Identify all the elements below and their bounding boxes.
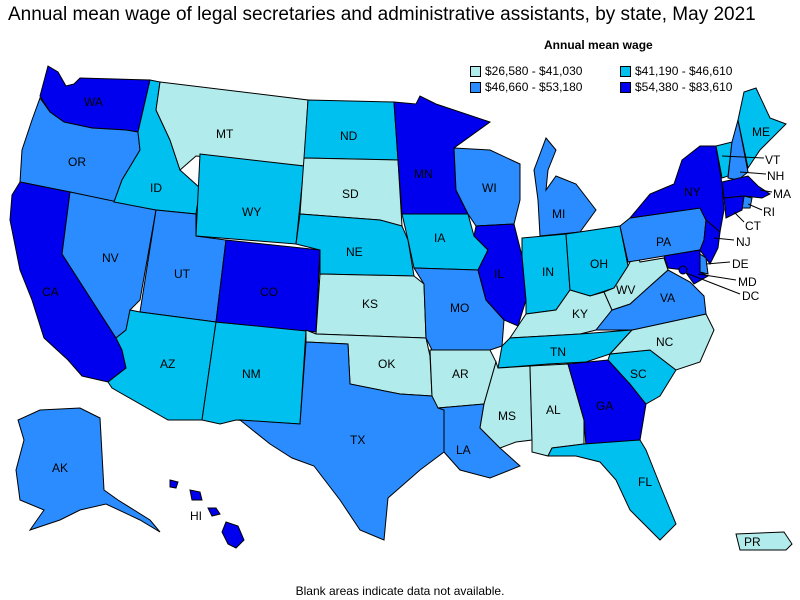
label-NE: NE (346, 245, 363, 259)
state-TX[interactable] (238, 341, 445, 541)
leader-MD (697, 273, 737, 281)
label-AR: AR (452, 367, 469, 381)
label-KY: KY (572, 307, 588, 321)
label-PR: PR (744, 535, 761, 549)
label-SC: SC (630, 367, 647, 381)
legend-swatch (470, 65, 481, 77)
label-CO: CO (260, 285, 278, 299)
state-MT[interactable] (155, 81, 309, 171)
label-UT: UT (174, 267, 191, 281)
state-FL[interactable] (547, 439, 677, 541)
label-DC: DC (742, 289, 760, 303)
state-HI-island-2 (207, 507, 221, 517)
leader-CT (733, 211, 745, 223)
legend-label: $54,380 - $83,610 (635, 80, 733, 94)
legend-item-bin-4: $54,380 - $83,610 (620, 80, 780, 94)
label-WY: WY (242, 205, 261, 219)
state-NC[interactable] (608, 313, 715, 371)
label-ID: ID (150, 181, 162, 195)
leader-NJ (713, 237, 735, 241)
label-ME: ME (752, 125, 770, 139)
legend-label: $41,190 - $46,610 (635, 64, 733, 78)
leader-RI (747, 203, 763, 211)
label-NV: NV (102, 251, 119, 265)
legend-label: $46,660 - $53,180 (485, 80, 583, 94)
label-PA: PA (656, 235, 671, 249)
state-MA[interactable] (721, 175, 771, 199)
label-NC: NC (656, 335, 674, 349)
label-WV: WV (616, 283, 635, 297)
label-NY: NY (684, 185, 701, 199)
state-WV[interactable] (603, 248, 669, 311)
label-KS: KS (362, 297, 378, 311)
label-DE: DE (732, 257, 749, 271)
legend-label: $26,580 - $41,030 (485, 64, 583, 78)
legend-item-bin-1: $26,580 - $41,030 (470, 64, 620, 78)
leader-VT (721, 155, 765, 159)
legend-swatch (620, 65, 631, 77)
state-PR[interactable] (735, 531, 793, 551)
label-CA: CA (42, 285, 59, 299)
state-HI-island-4 (169, 479, 179, 489)
legend-swatch (470, 81, 481, 93)
label-MO: MO (450, 301, 469, 315)
label-MD: MD (738, 275, 757, 289)
label-IL: IL (494, 267, 504, 281)
legend-item-bin-2: $41,190 - $46,610 (620, 64, 780, 78)
label-MA: MA (773, 187, 791, 201)
state-ME[interactable] (737, 87, 787, 170)
label-IA: IA (434, 231, 445, 245)
legend-swatch (620, 81, 631, 93)
label-AK: AK (52, 461, 68, 475)
label-NJ: NJ (736, 235, 751, 249)
leader-NH (739, 171, 767, 175)
state-DC[interactable] (678, 265, 688, 275)
label-NH: NH (767, 169, 784, 183)
label-AZ: AZ (160, 357, 175, 371)
state-CT[interactable] (723, 195, 745, 219)
label-TN: TN (550, 345, 566, 359)
state-HI[interactable] (221, 521, 245, 549)
label-OH: OH (590, 257, 608, 271)
label-TX: TX (350, 433, 365, 447)
state-NY[interactable] (628, 145, 725, 233)
label-OK: OK (378, 357, 395, 371)
label-VT: VT (765, 153, 781, 167)
footnote: Blank areas indicate data not available. (295, 584, 505, 598)
label-MS: MS (498, 409, 516, 423)
label-MT: MT (216, 127, 234, 141)
legend: Annual mean wage $26,580 - $41,030 $41,1… (470, 38, 790, 94)
label-VA: VA (660, 291, 675, 305)
label-LA: LA (456, 443, 471, 457)
label-MI: MI (552, 207, 565, 221)
state-MI[interactable] (533, 137, 597, 237)
legend-title: Annual mean wage (544, 38, 653, 52)
label-AL: AL (546, 403, 561, 417)
state-HI-island-3 (189, 489, 203, 501)
label-WA: WA (84, 95, 103, 109)
state-IL[interactable] (473, 223, 527, 327)
label-RI: RI (763, 205, 775, 219)
label-HI: HI (190, 509, 202, 523)
state-NH[interactable] (727, 119, 749, 181)
leader-DE (705, 261, 731, 265)
label-WI: WI (482, 181, 497, 195)
label-OR: OR (68, 155, 86, 169)
label-SD: SD (342, 187, 359, 201)
state-AK[interactable] (15, 407, 161, 533)
label-GA: GA (596, 399, 613, 413)
map-title: Annual mean wage of legal secretaries an… (8, 4, 756, 25)
label-ND: ND (340, 129, 358, 143)
state-WY[interactable] (195, 153, 305, 245)
leader-MA (759, 189, 773, 193)
label-NM: NM (242, 367, 261, 381)
label-CT: CT (745, 219, 762, 233)
label-MN: MN (414, 167, 433, 181)
label-IN: IN (542, 265, 554, 279)
label-FL: FL (638, 475, 652, 489)
legend-item-bin-3: $46,660 - $53,180 (470, 80, 620, 94)
leader-DC (685, 272, 741, 295)
